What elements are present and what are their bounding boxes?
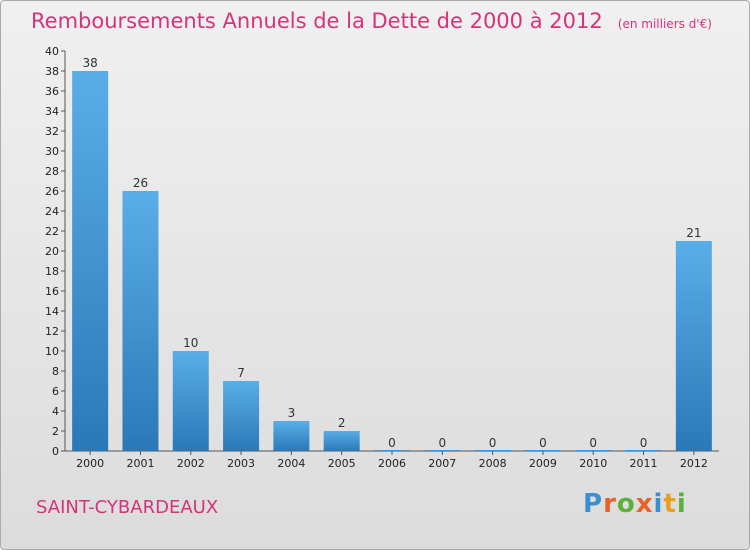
y-tick-label: 0 bbox=[52, 445, 59, 458]
x-tick-label: 2008 bbox=[479, 457, 507, 470]
bar-value-label: 0 bbox=[589, 436, 597, 450]
x-tick-label: 2012 bbox=[680, 457, 708, 470]
logo-letter: o bbox=[616, 489, 636, 519]
x-tick-label: 2002 bbox=[177, 457, 205, 470]
bar-2002 bbox=[172, 351, 209, 451]
bar-value-label: 0 bbox=[438, 436, 446, 450]
y-tick-label: 40 bbox=[45, 45, 59, 58]
logo-letter: t bbox=[663, 489, 677, 519]
bar-value-label: 7 bbox=[237, 366, 245, 380]
bar-2009 bbox=[524, 450, 561, 451]
x-tick-label: 2007 bbox=[428, 457, 456, 470]
chart-title: Remboursements Annuels de la Dette de 20… bbox=[31, 9, 603, 33]
bar-2004 bbox=[273, 421, 310, 451]
chart-title-row: Remboursements Annuels de la Dette de 20… bbox=[31, 9, 712, 33]
logo-letter: x bbox=[635, 489, 654, 519]
bar-value-label: 38 bbox=[83, 56, 98, 70]
x-tick-label: 2003 bbox=[227, 457, 255, 470]
bar-2000 bbox=[72, 71, 109, 451]
y-tick-label: 10 bbox=[45, 345, 59, 358]
y-tick-label: 28 bbox=[45, 165, 59, 178]
x-tick-label: 2006 bbox=[378, 457, 406, 470]
bar-2011 bbox=[625, 450, 662, 451]
bar-2008 bbox=[474, 450, 511, 451]
x-tick-label: 2000 bbox=[76, 457, 104, 470]
y-tick-label: 26 bbox=[45, 185, 59, 198]
y-tick-label: 32 bbox=[45, 125, 59, 138]
axes: 0246810121416182022242628303234363840200… bbox=[45, 45, 719, 470]
bar-2006 bbox=[374, 450, 410, 451]
logo-letter: i bbox=[653, 489, 664, 519]
y-tick-label: 38 bbox=[45, 65, 59, 78]
commune-name: SAINT-CYBARDEAUX bbox=[36, 497, 219, 518]
bar-value-label: 21 bbox=[686, 226, 701, 240]
x-tick-label: 2011 bbox=[630, 457, 658, 470]
bar-2012 bbox=[675, 241, 712, 451]
y-tick-label: 4 bbox=[52, 405, 59, 418]
bar-value-label: 0 bbox=[388, 436, 396, 450]
bar-2005 bbox=[323, 431, 360, 451]
bar-value-label: 0 bbox=[539, 436, 547, 450]
y-tick-label: 2 bbox=[52, 425, 59, 438]
chart-unit: (en milliers d'€) bbox=[617, 17, 712, 31]
logo-letter: P bbox=[583, 489, 604, 519]
proxiti-logo: Proxiti bbox=[583, 489, 687, 519]
bar-value-label: 0 bbox=[640, 436, 648, 450]
bars bbox=[72, 71, 712, 451]
x-tick-label: 2010 bbox=[579, 457, 607, 470]
y-tick-label: 16 bbox=[45, 285, 59, 298]
bar-value-label: 2 bbox=[338, 416, 346, 430]
y-tick-label: 22 bbox=[45, 225, 59, 238]
bar-value-labels: 38 26 10 7 3 2 0 0 0 0 0 0 21 bbox=[83, 56, 702, 450]
y-tick-label: 8 bbox=[52, 365, 59, 378]
y-tick-label: 14 bbox=[45, 305, 59, 318]
y-tick-label: 6 bbox=[52, 385, 59, 398]
x-tick-label: 2001 bbox=[126, 457, 154, 470]
bar-value-label: 26 bbox=[133, 176, 148, 190]
y-tick-label: 18 bbox=[45, 265, 59, 278]
y-tick-label: 12 bbox=[45, 325, 59, 338]
bar-2001 bbox=[122, 191, 159, 451]
y-tick-label: 20 bbox=[45, 245, 59, 258]
bar-value-label: 10 bbox=[183, 336, 198, 350]
x-tick-label: 2004 bbox=[277, 457, 305, 470]
y-tick-label: 34 bbox=[45, 105, 59, 118]
bar-value-label: 3 bbox=[288, 406, 296, 420]
bar-2007 bbox=[424, 450, 461, 451]
y-tick-label: 36 bbox=[45, 85, 59, 98]
bar-2003 bbox=[223, 381, 260, 451]
bar-2010 bbox=[575, 450, 612, 451]
logo-letter: r bbox=[603, 489, 617, 519]
y-tick-label: 30 bbox=[45, 145, 59, 158]
x-tick-label: 2009 bbox=[529, 457, 557, 470]
logo-letter: i bbox=[676, 489, 687, 519]
y-tick-label: 24 bbox=[45, 205, 59, 218]
x-tick-label: 2005 bbox=[328, 457, 356, 470]
bar-value-label: 0 bbox=[489, 436, 497, 450]
